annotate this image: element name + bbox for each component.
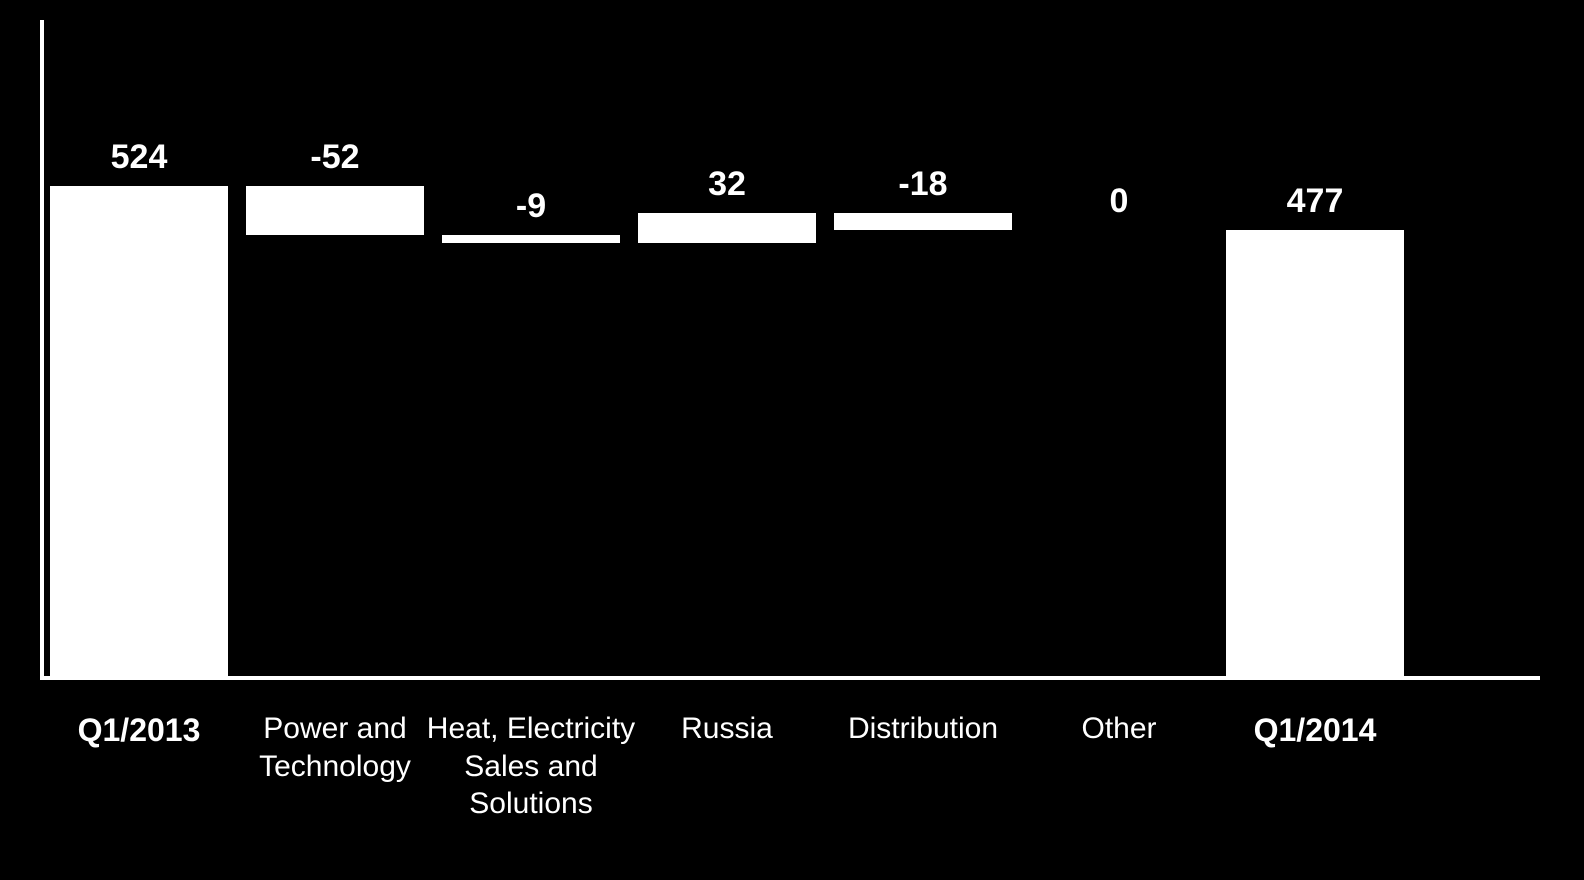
value-label-dist: -18 xyxy=(814,165,1032,204)
bar-q1_2014 xyxy=(1226,230,1404,680)
bar-heat xyxy=(442,235,620,243)
bar-power xyxy=(246,186,424,235)
value-label-russia: 32 xyxy=(618,165,836,204)
bar-q1_2013 xyxy=(50,186,228,680)
value-label-other: 0 xyxy=(1010,182,1228,221)
bar-russia xyxy=(638,213,816,243)
category-label-q1_2014: Q1/2014 xyxy=(1196,710,1434,860)
y-axis xyxy=(40,20,44,680)
bar-dist xyxy=(834,213,1012,230)
value-label-q1_2014: 477 xyxy=(1206,182,1424,221)
value-label-q1_2013: 524 xyxy=(30,138,248,177)
value-label-power: -52 xyxy=(226,138,444,177)
value-label-heat: -9 xyxy=(422,187,640,226)
